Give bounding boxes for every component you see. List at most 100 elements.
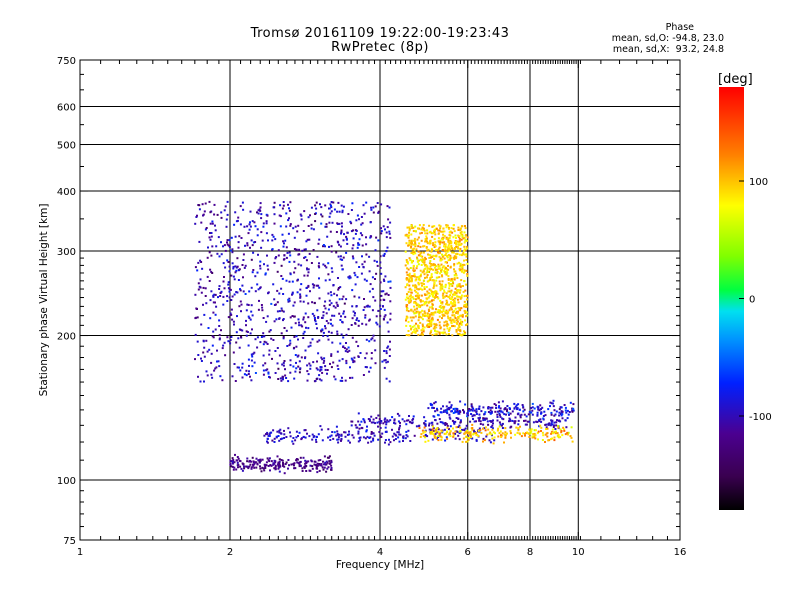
data-point [368,270,371,273]
data-point [328,299,331,302]
data-point [479,416,481,419]
data-point [406,419,408,422]
data-point [289,435,292,438]
data-point [459,426,462,429]
data-point [423,416,426,419]
data-point [292,227,295,230]
data-point [382,290,385,293]
data-point [463,300,466,303]
data-point [291,292,294,295]
data-point [449,319,452,322]
data-point [389,312,392,315]
data-point [487,428,490,431]
data-point [336,438,339,441]
data-point [226,300,229,302]
data-point [316,368,319,371]
data-point [463,410,465,413]
data-point [434,266,436,269]
data-point [560,414,563,417]
data-point [445,320,448,323]
data-point [497,427,500,430]
data-point [453,320,456,323]
data-point [417,281,420,284]
data-point [324,368,327,371]
data-point [317,464,320,467]
data-point [436,272,439,275]
data-point [413,434,416,437]
data-point [267,371,270,374]
data-point [211,272,214,274]
data-point [350,357,353,360]
data-point [556,432,559,435]
data-point [473,420,476,423]
data-point [434,410,437,413]
data-point [464,403,467,406]
data-point [411,331,414,334]
data-point [350,424,353,427]
data-point [298,461,301,464]
data-point [240,335,242,338]
data-point [406,293,408,296]
data-point [260,231,263,234]
data-point [509,432,512,435]
data-point [293,467,296,470]
data-point [423,288,426,290]
data-point [218,285,221,288]
data-point [417,227,419,230]
data-point [550,411,553,414]
data-point [272,429,275,432]
data-point [320,330,323,333]
data-point [304,429,307,432]
data-point [288,280,291,283]
data-point [440,331,443,334]
data-point [428,295,431,297]
data-point [307,327,310,330]
data-point [550,402,553,405]
data-point [260,213,263,216]
data-point [526,431,529,434]
data-point [410,224,413,227]
data-point [528,436,531,438]
data-point [281,375,284,378]
data-point [456,246,459,249]
data-point [237,241,240,244]
data-point [236,291,239,294]
data-point [448,413,451,416]
data-point [492,419,494,422]
data-point [428,224,431,227]
data-point [437,229,440,232]
data-point [254,461,257,464]
data-point [446,312,449,315]
data-point [501,400,504,403]
data-point [323,359,326,362]
data-point [278,292,281,295]
data-point [257,308,260,311]
data-point [381,360,384,363]
data-point [459,410,462,413]
data-point [435,330,438,333]
data-point [340,264,343,267]
data-point [339,255,342,258]
data-point [320,206,323,209]
data-point [358,296,361,299]
data-point [430,275,433,278]
data-point [239,328,242,331]
data-point [437,232,440,235]
data-point [305,461,308,464]
data-point [239,300,242,303]
data-point [243,373,246,376]
data-point [465,253,468,256]
data-point [417,319,420,322]
data-point [453,407,456,410]
phase-line-o: mean, sd,O: -94.8, 23.0 [611,33,724,44]
data-point [433,238,436,241]
data-point [463,231,466,234]
data-point [209,268,212,271]
data-point [545,426,548,429]
data-point [349,366,351,369]
data-point [514,416,517,419]
data-point [440,301,442,304]
data-point [221,347,224,350]
data-point [241,469,244,472]
data-point [264,362,267,365]
